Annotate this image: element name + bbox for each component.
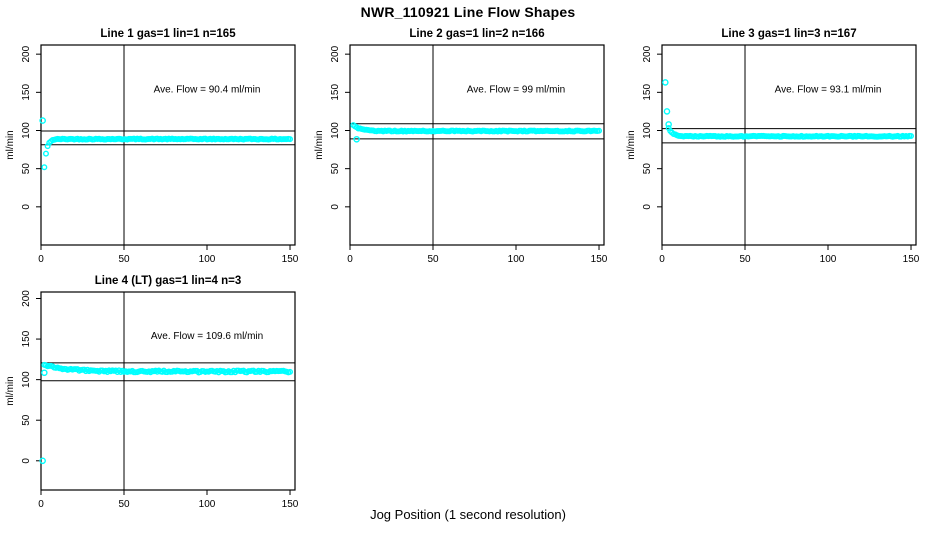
ave-flow-annotation: Ave. Flow = 99 ml/min: [467, 84, 565, 95]
y-tick-label: 200: [21, 45, 32, 62]
panel-title: Line 1 gas=1 lin=1 n=165: [100, 28, 236, 40]
y-tick-label: 200: [642, 45, 653, 62]
plot-box: [661, 44, 917, 246]
y-axis: 0 50 100 150 200: [21, 290, 41, 464]
y-tick-label: 150: [330, 84, 341, 101]
x-tick-label: 100: [820, 254, 837, 265]
panel-title: Line 3 gas=1 lin=3 n=167: [721, 28, 856, 40]
y-tick-label: 200: [330, 45, 341, 62]
y-axis-title: ml/min: [626, 130, 637, 159]
data-point: [908, 132, 915, 139]
x-tick-label: 150: [903, 254, 920, 265]
x-tick-label: 0: [38, 254, 44, 265]
y-tick-label: 150: [642, 84, 653, 101]
ave-flow-annotation: Ave. Flow = 93.1 ml/min: [775, 84, 882, 95]
ave-flow-annotation: Ave. Flow = 90.4 ml/min: [154, 84, 261, 95]
x-axis: 0 50 100 150: [38, 490, 299, 510]
data-point: [287, 136, 294, 143]
x-tick-label: 150: [282, 254, 299, 265]
y-tick-label: 50: [21, 163, 32, 175]
x-axis-label: Jog Position (1 second resolution): [370, 507, 566, 522]
outlier-point: [353, 135, 360, 143]
x-axis: 0 50 100 150: [38, 245, 299, 265]
y-axis: 0 50 100 150 200: [21, 45, 41, 210]
outlier-point: [665, 121, 672, 128]
data-point: [287, 368, 294, 375]
y-axis-title: ml/min: [314, 130, 325, 159]
x-tick-label: 50: [739, 254, 751, 265]
y-tick-label: 50: [21, 414, 32, 426]
y-axis: 0 50 100 150 200: [330, 45, 350, 210]
x-tick-label: 150: [282, 499, 299, 510]
x-tick-label: 0: [38, 499, 44, 510]
y-tick-label: 50: [330, 163, 341, 175]
x-tick-label: 150: [591, 254, 608, 265]
y-tick-label: 0: [21, 458, 32, 464]
x-tick-label: 100: [199, 499, 216, 510]
y-axis-title: ml/min: [5, 376, 16, 405]
x-tick-label: 0: [659, 254, 665, 265]
outlier-point: [41, 369, 48, 377]
data-points: [39, 361, 294, 465]
y-tick-label: 0: [642, 204, 653, 210]
ave-flow-annotation: Ave. Flow = 109.6 ml/min: [151, 331, 263, 342]
panel-title: Line 2 gas=1 lin=2 n=166: [409, 28, 544, 40]
data-point: [42, 150, 49, 157]
plot-box: [349, 44, 605, 246]
outlier-point: [39, 117, 46, 124]
y-tick-label: 100: [21, 371, 32, 388]
x-tick-label: 0: [347, 254, 353, 265]
x-tick-label: 100: [199, 254, 216, 265]
x-tick-label: 50: [118, 499, 130, 510]
y-axis-title: ml/min: [5, 130, 16, 159]
outlier-point: [662, 79, 669, 86]
data-points: [39, 117, 294, 171]
data-point: [41, 164, 48, 171]
outlier-point: [39, 457, 46, 465]
y-tick-label: 150: [21, 330, 32, 347]
x-tick-label: 50: [427, 254, 439, 265]
data-points: [350, 122, 603, 143]
y-tick-label: 150: [21, 84, 32, 101]
y-tick-label: 50: [642, 163, 653, 175]
figure-title: NWR_110921 Line Flow Shapes: [360, 4, 576, 20]
panel-title: Line 4 (LT) gas=1 lin=4 n=3: [95, 275, 241, 287]
data-point: [596, 127, 603, 134]
panel-4: Line 4 (LT) gas=1 lin=4 n=3 0 50 100 150 0 50 1…: [5, 275, 299, 510]
y-tick-label: 100: [21, 122, 32, 139]
data-points: [662, 79, 915, 140]
y-tick-label: 200: [21, 290, 32, 307]
panel-2: Line 2 gas=1 lin=2 n=166 0 50 100 150 0 50 100 1…: [314, 28, 608, 265]
y-tick-label: 0: [21, 204, 32, 210]
x-axis: 0 50 100 150: [659, 245, 920, 265]
x-tick-label: 100: [508, 254, 525, 265]
y-axis: 0 50 100 150 200: [642, 45, 662, 210]
y-tick-label: 100: [642, 122, 653, 139]
panel-1: Line 1 gas=1 lin=1 n=165 0 50 100 150 0 50 100 1…: [5, 28, 299, 265]
panel-3: Line 3 gas=1 lin=3 n=167 0 50 100 150 0 50 100 1…: [626, 28, 920, 265]
y-tick-label: 100: [330, 122, 341, 139]
outlier-point: [663, 108, 671, 115]
x-axis: 0 50 100 150: [347, 245, 608, 265]
x-tick-label: 50: [118, 254, 130, 265]
plot-box: [40, 291, 296, 491]
y-tick-label: 0: [330, 204, 341, 210]
